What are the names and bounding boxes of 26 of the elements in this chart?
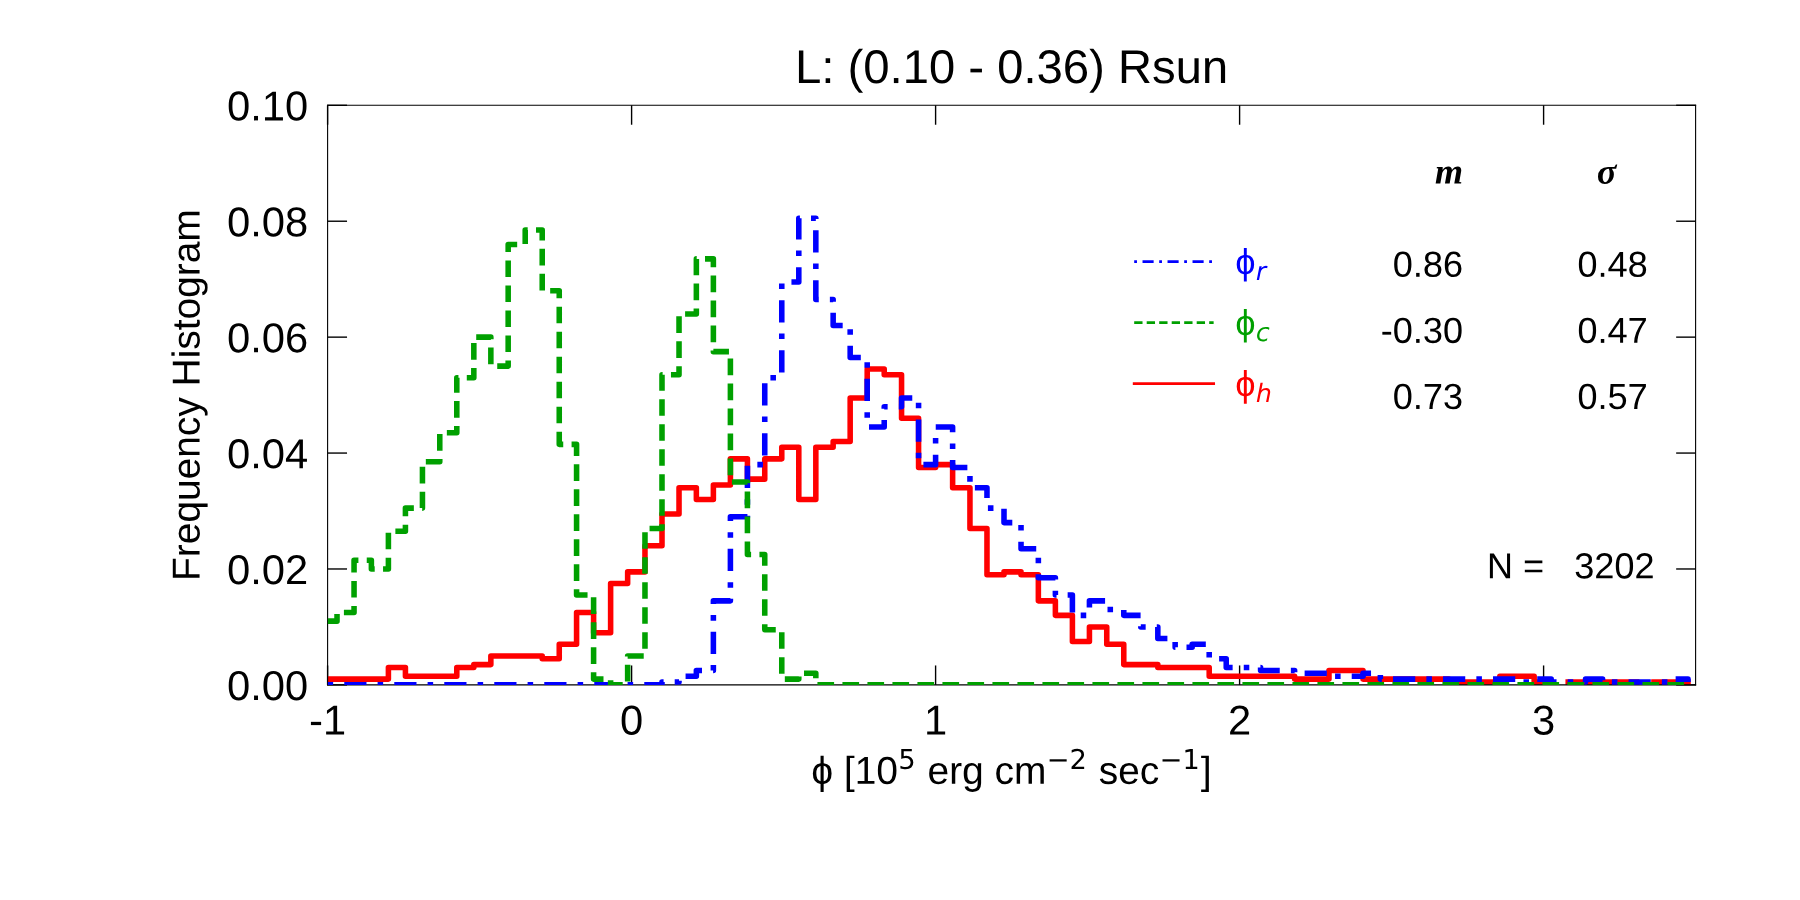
chart-title: L: (0.10 - 0.36) Rsun xyxy=(798,48,1226,93)
annotation: 0.57 xyxy=(1578,383,1646,410)
y-tick-label: 0.10 xyxy=(228,91,307,121)
legend-label: ϕ$_{r}$ xyxy=(1236,247,1268,282)
legend-label: ϕ$_{h}$ xyxy=(1236,369,1271,404)
annotation: 0.47 xyxy=(1578,317,1646,344)
y-tick-label: 0.00 xyxy=(228,670,307,701)
y-tick-label: 0.02 xyxy=(228,554,307,585)
legend-label: ϕ$_{c}$ xyxy=(1236,308,1270,343)
x-tick-label: 1 xyxy=(927,705,946,735)
x-tick-label: -1 xyxy=(310,705,345,735)
annotation: σ xyxy=(1597,164,1618,184)
y-tick-label: 0.08 xyxy=(228,207,307,237)
x-tick-label: 2 xyxy=(1230,705,1250,735)
y-axis-title: Frequency Histogram xyxy=(171,211,208,578)
x-axis-title: ϕ [10$^{5}$ erg cm$^{−2}$ sec$^{−1}$] xyxy=(812,748,1209,792)
annotation: m xyxy=(1435,166,1462,184)
x-tick-label: 3 xyxy=(1533,705,1554,735)
annotation: -0.30 xyxy=(1382,317,1462,344)
y-tick-label: 0.06 xyxy=(228,323,307,353)
y-tick-label: 0.04 xyxy=(228,439,307,469)
annotation: 0.86 xyxy=(1394,251,1462,278)
annotation: N = 3202 xyxy=(1489,553,1653,579)
x-tick-label: 0 xyxy=(621,705,642,735)
annotation: 0.73 xyxy=(1394,383,1462,410)
annotation: 0.48 xyxy=(1578,251,1647,278)
